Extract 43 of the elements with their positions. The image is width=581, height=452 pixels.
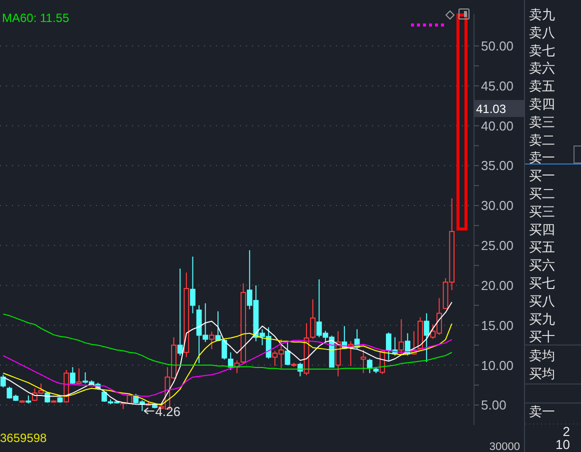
text: 41.03 <box>476 102 506 116</box>
candlestick <box>190 256 196 314</box>
y-tick-label: 50.00 <box>481 38 514 54</box>
text: 3659598 <box>0 431 48 445</box>
text: 卖七 <box>529 42 555 58</box>
text: 买六 <box>529 258 555 273</box>
y-tick-label: 40.00 <box>481 118 514 134</box>
y-tick-label: 15.00 <box>481 318 514 333</box>
text: 买七 <box>529 276 555 290</box>
text: 买八 <box>529 293 555 308</box>
text: 卖一 <box>529 150 555 166</box>
text: 买三 <box>529 204 555 219</box>
text: 2 <box>562 424 570 439</box>
text: 卖五 <box>529 78 555 94</box>
text: 买九 <box>529 311 555 326</box>
text: 买四 <box>529 222 555 237</box>
text: 卖八 <box>529 24 555 40</box>
y-tick-label: 20.00 <box>481 278 514 293</box>
text: 买均 <box>529 366 555 381</box>
text: 买一 <box>529 168 555 184</box>
text: 30000 <box>489 441 520 452</box>
text: 买十 <box>529 329 555 344</box>
y-tick-label: 30.00 <box>481 198 514 214</box>
annotation: MA60: 11.55 <box>2 11 70 25</box>
text: 卖一 <box>529 404 555 419</box>
annotation: 4.26 <box>155 404 181 419</box>
candlestick <box>424 312 430 362</box>
text: 卖六 <box>529 60 555 76</box>
y-tick-label: 25.00 <box>481 238 514 254</box>
text: 卖均 <box>529 348 555 363</box>
y-tick-label: 45.00 <box>481 78 514 94</box>
text: 10 <box>556 437 570 452</box>
text: 买五 <box>529 240 555 255</box>
text: 卖四 <box>529 96 555 112</box>
candlestick <box>310 298 316 340</box>
text: 卖二 <box>529 132 555 148</box>
y-tick-label: 10.00 <box>481 358 514 373</box>
text: 买二 <box>529 186 555 201</box>
y-tick-label: 5.00 <box>481 398 506 413</box>
text: 卖三 <box>529 114 555 130</box>
text: 卖九 <box>529 7 555 22</box>
line-series <box>2 323 452 406</box>
y-tick-label: 35.00 <box>481 158 514 174</box>
